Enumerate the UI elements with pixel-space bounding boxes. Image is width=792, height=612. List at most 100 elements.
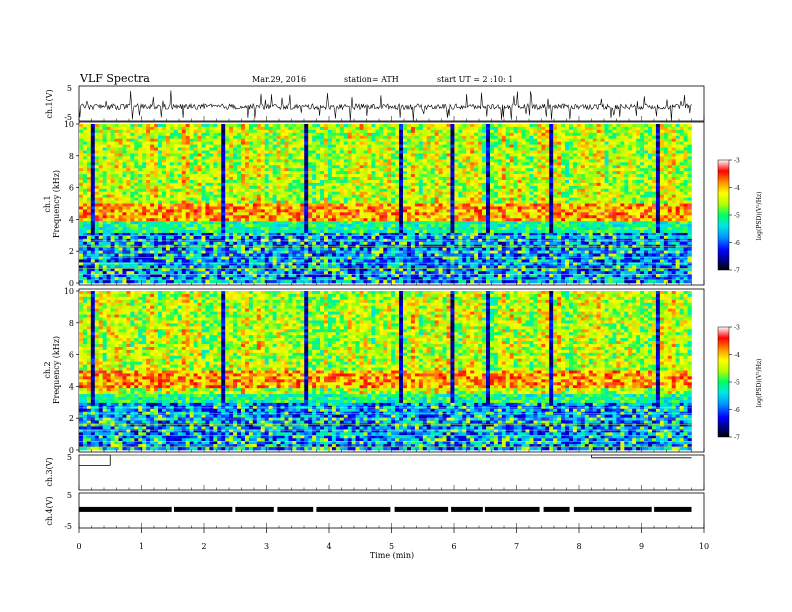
spectrogram-cell [383,259,388,263]
spectrogram-cell [426,218,431,222]
spectrogram-cell [79,194,84,198]
spectrogram-cell [102,144,107,148]
spectrogram-cell [177,141,183,145]
spectrogram-cell [233,177,238,181]
spectrogram-cell [201,206,206,210]
spectrogram-cell [244,253,250,257]
spectrogram-cell [142,138,147,142]
spectrogram-cell [122,224,127,228]
spectrogram-cell [320,174,325,178]
spectrogram-cell [300,182,305,187]
spectrogram-cell [268,209,273,213]
spectrogram-cell [177,126,183,131]
spectrogram-cell [154,132,159,137]
spectrogram-cell [414,168,420,172]
spectrogram-cell [221,232,226,237]
spectrogram-cell [193,212,198,216]
spectrogram-cell [288,124,293,128]
spectrogram-cell [193,141,198,145]
spectrogram-cell [185,135,190,140]
spectrogram-cell [387,153,392,157]
spectrogram-cell [288,277,293,281]
spectrogram-cell [189,174,194,178]
spectrogram-cell [229,268,234,272]
spectrogram-cell [403,150,408,154]
spectrogram-cell [351,209,356,213]
spectrogram-cell [86,221,92,225]
spectrogram-cell [177,171,183,175]
spectrogram-cell [351,150,356,154]
spectrogram-cell [343,177,349,181]
spectrogram-cell [351,224,356,228]
spectrogram-cell [201,238,206,243]
spectrogram-cell [98,274,104,278]
spectrogram-cell [79,132,84,137]
spectrogram-cell [79,271,84,275]
spectrogram-cell [312,126,317,131]
spectrogram-cell [296,274,301,278]
spectrogram-cell [312,156,317,160]
spectrogram-cell [154,138,159,142]
spectrogram-cell [276,247,281,251]
spectrogram-cell [395,209,400,213]
spectrogram-cell [138,206,143,210]
spectrogram-cell [292,179,297,184]
spectrogram-cell [256,277,262,281]
spectrogram-cell [367,156,372,160]
spectrogram-cell [158,247,163,251]
spectrogram-cell [110,227,115,231]
spectrogram-cell [165,144,171,148]
spectrogram-cell [177,150,183,154]
spectrogram-cell [106,230,111,234]
spectrogram-cell [324,188,329,193]
spectrogram-cell [335,147,341,151]
spectrogram-cell [316,247,321,251]
spectrogram-cell [205,156,210,160]
spectrogram-cell [201,135,206,140]
spectrogram-cell [94,227,100,231]
spectrogram-cell [331,241,337,246]
spectrogram-cell [403,221,408,225]
spectrogram-cell [343,268,349,272]
spectrogram-cell [142,256,147,260]
spectrogram-cell [327,162,333,166]
spectrogram-cell [165,212,171,216]
spectrogram-cell [114,135,119,140]
spectrogram-cell [197,168,202,172]
spectrogram-cell [355,256,360,260]
spectrogram-cell [351,132,356,137]
spectrogram-cell [118,179,123,184]
spectrogram-cell [189,141,194,145]
spectrogram-cell [422,165,428,169]
spectrogram-cell [395,124,400,128]
spectrogram-cell [284,174,289,178]
spectrogram-cell [355,138,360,142]
spectrogram-cell [320,203,325,207]
spectrogram-cell [169,218,175,222]
spectrogram-cell [375,215,380,219]
spectrogram-cell [241,224,246,228]
spectrogram-cell [241,147,246,151]
spectrogram-cell [122,227,127,231]
spectrogram-cell [320,247,325,251]
spectrogram-cell [375,162,380,166]
spectrogram-cell [205,259,210,263]
spectrogram-cell [185,265,190,269]
spectrogram-cell [221,162,226,166]
spectrogram-cell [284,185,289,190]
spectrogram-cell [442,132,447,137]
spectrogram-cell [142,171,147,175]
spectrogram-cell [316,150,321,154]
spectrogram-cell [438,138,443,142]
spectrogram-cell [399,212,404,216]
spectrogram-cell [292,265,297,269]
spectrogram-cell [426,247,431,251]
spectrogram-cell [367,227,372,231]
spectrogram-cell [114,138,119,142]
spectrogram-cell [102,227,107,231]
spectrogram-cell [414,274,420,278]
spectrogram-cell [126,215,131,219]
spectrogram-cell [126,238,131,243]
spectrogram-cell [406,174,412,178]
spectrogram-cell [418,138,424,142]
